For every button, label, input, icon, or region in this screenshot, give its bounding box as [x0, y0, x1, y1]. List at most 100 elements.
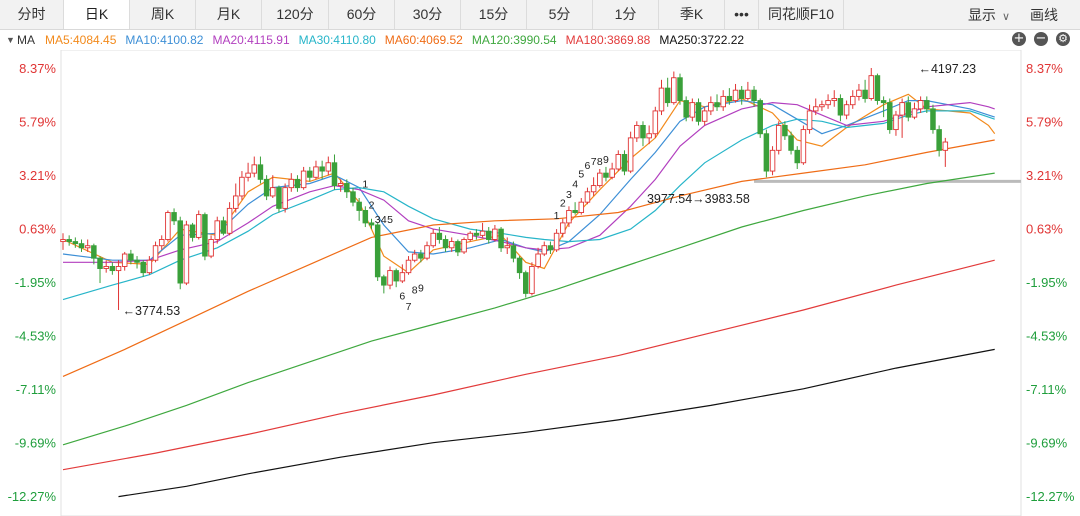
candle-body [337, 183, 344, 187]
candle-body [523, 272, 529, 294]
zoom-out-icon[interactable]: − [1034, 31, 1048, 46]
tab-8[interactable]: 5分 [527, 0, 593, 29]
candle-body [424, 245, 430, 259]
candle-body [381, 276, 387, 286]
candle-body [128, 253, 134, 261]
kline-chart[interactable]: 8.37% 8.37% 5.79% 5.79% 3.21% 3.21% 0.63% 0.63%… [0, 50, 1080, 516]
candle-body [572, 210, 578, 213]
sequence-count-label: 9 [418, 282, 424, 294]
sequence-count-label: 7 [591, 156, 597, 168]
candle-body [942, 141, 949, 151]
tab-5[interactable]: 60分 [329, 0, 395, 29]
tab-7[interactable]: 15分 [461, 0, 527, 29]
settings-gear-icon[interactable]: ⚙ [1056, 32, 1070, 46]
candle-body [226, 207, 233, 234]
candle-body [331, 162, 338, 187]
tab-0[interactable]: 分时 [0, 0, 64, 29]
candle-body [794, 149, 800, 164]
candle-body [677, 77, 683, 102]
candle-body [547, 245, 554, 251]
tab-1[interactable]: 日K [64, 0, 130, 29]
y-tick-right: 0.63% [1026, 222, 1063, 237]
candle-body [726, 95, 733, 102]
tab-10[interactable]: 季K [659, 0, 725, 29]
candle-body [473, 232, 480, 236]
candle-body [239, 176, 245, 197]
candle-body [177, 220, 183, 284]
candle-body [806, 110, 813, 131]
candle-body [887, 102, 893, 131]
ma-line-ma180 [62, 259, 995, 471]
candle-body [529, 265, 535, 294]
candle-body [448, 241, 455, 249]
candle-body [837, 98, 844, 116]
candle-body [109, 265, 116, 272]
candle-body [763, 133, 770, 172]
y-tick-left: -9.69% [15, 436, 57, 451]
candle-body [418, 253, 424, 259]
candle-body [152, 245, 159, 261]
sequence-count-label: 3 [375, 214, 381, 226]
candle-body [634, 124, 640, 139]
toolbar-right-actions: 显示 ∨ 画线 [948, 0, 1080, 29]
ma-value-2: MA20:4115.91 [212, 33, 290, 47]
candle-body [615, 154, 622, 170]
candle-body [819, 104, 825, 108]
tab-6[interactable]: 30分 [395, 0, 461, 29]
tab-11[interactable]: ••• [725, 0, 759, 29]
y-tick-right: -9.69% [1026, 436, 1068, 451]
candle-body [300, 170, 307, 189]
sequence-count-label: 3 [566, 189, 572, 201]
tab-9[interactable]: 1分 [593, 0, 659, 29]
y-tick-left: -4.53% [15, 329, 57, 344]
draw-line-button[interactable]: 画线 [1030, 6, 1058, 23]
candle-body [319, 166, 325, 172]
ma-value-3: MA30:4110.80 [298, 33, 376, 47]
candle-body [245, 172, 251, 178]
candle-body [115, 265, 122, 272]
y-tick-right: 3.21% [1026, 168, 1063, 183]
ma-line-ma30 [62, 110, 995, 301]
sequence-count-label: 6 [399, 291, 405, 303]
candle-body [757, 100, 763, 135]
candle-body [461, 239, 467, 253]
candle-body [467, 232, 473, 240]
candle-body [578, 201, 585, 213]
candle-body [621, 154, 628, 172]
ma-value-6: MA180:3869.88 [565, 33, 651, 47]
candle-body [91, 245, 97, 259]
candle-body [930, 108, 936, 131]
sequence-count-label: 1 [554, 210, 560, 222]
candle-body [652, 110, 659, 135]
candle-body [825, 100, 831, 106]
candle-body [775, 124, 782, 151]
collapse-caret-icon[interactable]: ▼ [6, 35, 15, 45]
candle-body [288, 178, 295, 189]
tab-4[interactable]: 120分 [262, 0, 329, 29]
indicator-label[interactable]: MA [17, 33, 35, 47]
candle-body [140, 261, 146, 274]
zoom-in-icon[interactable]: + [1012, 31, 1026, 46]
display-dropdown[interactable]: 显示 ∨ [968, 5, 1010, 25]
tab-3[interactable]: 月K [196, 0, 262, 29]
candle-body [270, 187, 276, 197]
ma-value-7: MA250:3722.22 [659, 33, 745, 47]
candle-body [171, 212, 177, 222]
display-label: 显示 [967, 6, 996, 23]
candle-body [510, 245, 517, 259]
ma-line-ma250 [118, 348, 995, 498]
tab-2[interactable]: 周K [130, 0, 196, 29]
y-tick-left: 8.37% [19, 61, 56, 76]
candle-body [72, 241, 79, 245]
sequence-count-label: 1 [362, 179, 368, 191]
ma-values: MA5:4084.45 MA10:4100.82 MA20:4115.91 MA30:… [45, 30, 753, 50]
tab-12[interactable]: 同花顺F10 [759, 0, 844, 29]
candle-body [917, 100, 924, 110]
y-tick-right: -7.11% [1026, 382, 1067, 397]
y-tick-right: 8.37% [1026, 61, 1063, 76]
candle-body [911, 108, 918, 118]
candle-body [732, 89, 739, 102]
candle-body [233, 195, 239, 209]
price-annotation: 3977.54→3983.58 [647, 192, 750, 206]
candle-body [720, 95, 726, 108]
